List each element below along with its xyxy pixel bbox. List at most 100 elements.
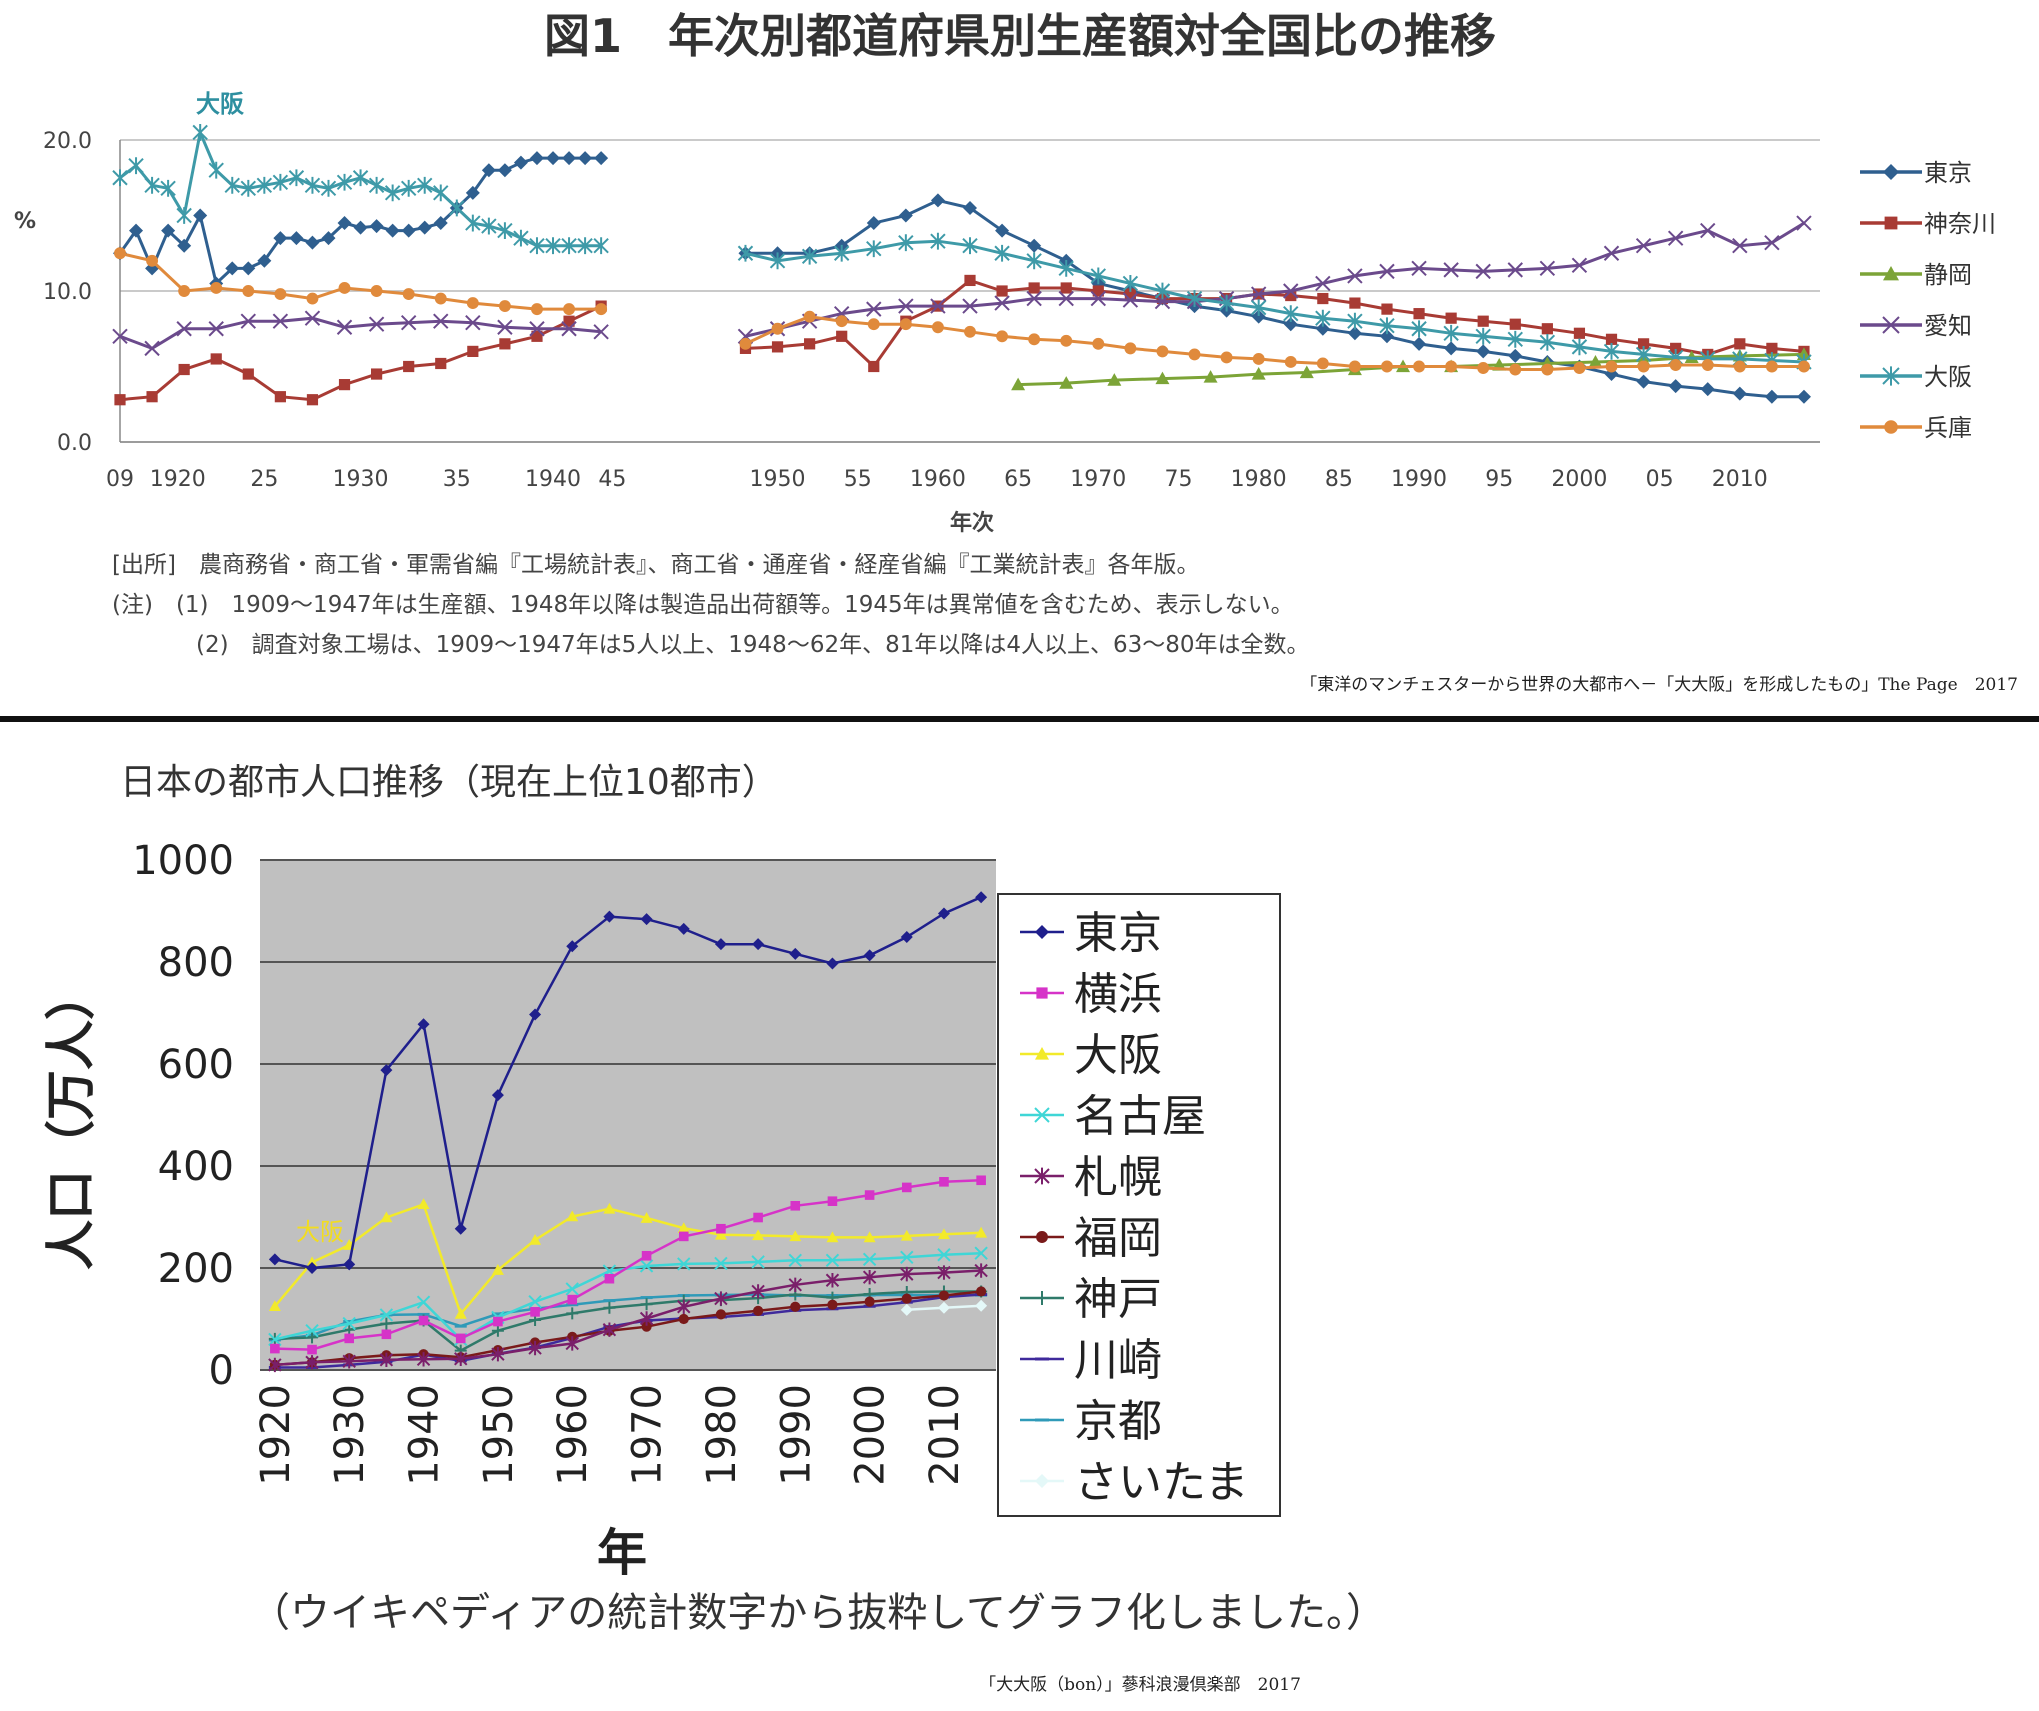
c1-data-point — [1090, 290, 1107, 307]
c1-x-tick-label: 95 — [1485, 467, 1513, 492]
c2-y-tick-label: 800 — [158, 940, 234, 986]
c1-data-point — [804, 338, 816, 350]
c1-data-point — [338, 282, 351, 294]
c1-data-point — [1155, 371, 1170, 385]
c2-x-tick-label: 1950 — [476, 1384, 522, 1486]
c1-data-point — [144, 176, 160, 194]
c1-data-point — [577, 237, 593, 255]
c1-data-point — [160, 179, 176, 197]
c2-data-point — [715, 1309, 727, 1320]
c2-data-point — [789, 1230, 802, 1242]
c1-data-point — [1027, 238, 1042, 253]
c2-data-point — [937, 1265, 951, 1280]
c1-legend-label: 東京 — [1924, 159, 1972, 187]
c1-data-point — [1667, 230, 1684, 246]
c1-data-point — [434, 292, 447, 305]
c2-data-point — [751, 1255, 765, 1269]
c2-data-point — [491, 1346, 505, 1362]
c1-data-point — [1766, 342, 1778, 354]
c1-data-point — [337, 216, 352, 231]
c1-data-point — [1573, 327, 1586, 339]
c1-data-point — [898, 234, 914, 252]
c1-data-point — [1379, 317, 1395, 335]
c2-data-point — [344, 1333, 355, 1344]
c1-data-point — [1059, 376, 1074, 389]
c2-data-point — [790, 1200, 801, 1211]
c1-data-point — [866, 301, 882, 317]
c2-data-point — [826, 957, 839, 970]
c1-data-point — [400, 315, 417, 331]
c1-data-point — [1571, 338, 1588, 356]
c1-data-point — [384, 184, 401, 202]
c1-data-point — [771, 341, 784, 353]
c2-data-point — [379, 1352, 394, 1367]
c1-data-point — [274, 391, 286, 403]
c1-data-point — [1605, 360, 1618, 373]
c1-data-point — [224, 176, 240, 194]
c1-data-point — [994, 244, 1010, 262]
c2-data-point — [714, 1256, 728, 1271]
c1-data-point — [272, 173, 289, 191]
c1-data-point — [1411, 320, 1427, 338]
c1-data-point — [1252, 353, 1265, 365]
c2-data-point — [455, 1333, 466, 1344]
c2-data-point — [826, 1231, 839, 1243]
c1-data-point — [242, 368, 254, 380]
c1-data-point — [273, 231, 288, 246]
c1-data-point — [867, 318, 880, 331]
c2-data-point — [901, 1182, 912, 1193]
c1-x-tick-label: 65 — [1004, 467, 1032, 492]
c1-data-point — [257, 253, 272, 268]
c1-legend-label: 静岡 — [1924, 261, 1972, 289]
c1-data-point — [1476, 344, 1491, 359]
c2-data-point — [305, 1355, 319, 1370]
c2-data-point — [677, 1222, 690, 1234]
c2-data-point — [827, 1196, 838, 1206]
c2-title: 日本の都市人口推移（現在上位10都市） — [120, 762, 778, 803]
c2-data-point — [491, 1089, 504, 1102]
c1-legend-marker — [1882, 316, 1900, 334]
c1-series-兵庫 — [114, 247, 1810, 376]
c1-legend-marker — [1884, 216, 1898, 230]
c2-data-point — [603, 1301, 616, 1314]
c1-data-point — [400, 179, 417, 197]
c1-title: 図1 年次別都道府県別生産額対全国比の推移 — [544, 9, 1496, 63]
c1-data-point — [256, 176, 273, 194]
c2-legend-marker — [1036, 987, 1048, 999]
c1-data-point — [385, 223, 400, 238]
c1-x-tick-label: 1980 — [1231, 467, 1287, 492]
c1-gridlines — [119, 139, 1820, 443]
c1-data-point — [449, 199, 465, 217]
c1-series-line — [119, 304, 602, 402]
c1-data-point — [1573, 362, 1586, 374]
c1-data-point — [433, 184, 449, 202]
c1-data-point — [1509, 318, 1521, 330]
c2-data-point — [788, 1277, 802, 1293]
c2-legend-label: 大阪 — [1074, 1030, 1162, 1081]
c1-data-point — [177, 238, 192, 253]
c1-data-point — [241, 261, 256, 276]
c2-data-point — [937, 1228, 950, 1240]
c2-data-point — [493, 1316, 503, 1327]
c2-data-point — [974, 1263, 988, 1278]
c1-x-tick-label: 1960 — [910, 467, 966, 492]
c2-data-point — [454, 1351, 468, 1366]
c1-x-tick-label: 1970 — [1070, 467, 1126, 492]
c1-series-line — [119, 316, 602, 351]
c1-data-point — [1058, 259, 1074, 277]
c1-data-point — [1798, 360, 1810, 373]
c2-data-point — [788, 1253, 802, 1268]
c2-data-point — [565, 1282, 579, 1296]
c2-legend-label: 札幌 — [1074, 1152, 1162, 1203]
c1-data-point — [242, 285, 255, 297]
c2-data-point — [270, 1343, 280, 1354]
c1-data-point — [531, 330, 543, 342]
c2-x-tick-label: 1960 — [550, 1384, 596, 1486]
c2-x-tick-label: 1990 — [773, 1384, 819, 1486]
c1-series-line — [744, 315, 1804, 371]
c1-data-point — [1668, 379, 1683, 394]
c1-data-point — [737, 244, 754, 262]
c2-y-tick-label: 400 — [158, 1144, 234, 1190]
c1-data-point — [1764, 234, 1780, 251]
